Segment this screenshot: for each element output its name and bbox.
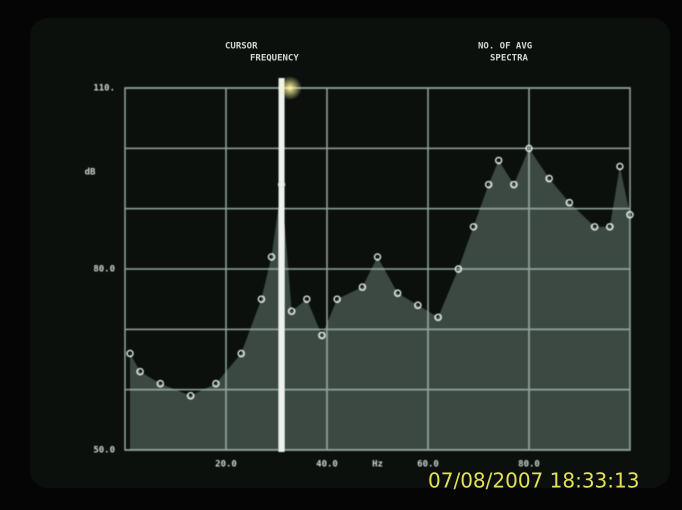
x-tick-label: 80.0 <box>518 460 540 470</box>
x-unit-label: Hz <box>372 460 383 470</box>
y-tick-label: 80.0 <box>93 265 115 275</box>
trace-point <box>267 253 276 261</box>
trace-point <box>469 223 478 231</box>
trace-point <box>257 295 266 303</box>
trace-point <box>545 174 553 183</box>
cursor-line <box>278 78 285 452</box>
trace-point <box>525 144 533 153</box>
trace-point <box>484 180 493 189</box>
trace-point <box>510 180 518 189</box>
trace-point <box>606 223 614 231</box>
trace-point <box>277 180 286 189</box>
trace-point <box>414 301 422 309</box>
light-glare <box>278 76 302 100</box>
trace-point <box>333 295 341 303</box>
x-tick-label: 20.0 <box>215 460 237 470</box>
trace-point <box>454 265 462 273</box>
y-tick-label: 110. <box>93 84 115 94</box>
header-averages: NO. OF AVG <box>478 42 532 52</box>
trace-point <box>186 392 195 400</box>
trace-point <box>212 379 220 388</box>
trace-point <box>373 253 382 261</box>
trace-point <box>156 379 165 388</box>
trace-point <box>616 162 624 171</box>
trace-point <box>287 307 296 315</box>
y-tick-label: 50.0 <box>93 446 115 456</box>
trace-point <box>237 349 245 358</box>
trace-point <box>565 198 574 207</box>
trace-point <box>303 295 311 303</box>
plot: 50.0 80.0 110. 20.0 40.0 60.0 80.0 dB Hz <box>85 78 634 470</box>
trace-point <box>590 223 599 231</box>
trace-point <box>434 313 442 321</box>
x-tick-label: 40.0 <box>316 460 338 470</box>
trace-point <box>495 156 503 165</box>
trace-point <box>318 331 326 340</box>
header-cursor: CURSOR <box>225 42 258 52</box>
trace-point <box>136 367 144 376</box>
trace-area <box>130 148 631 451</box>
trace-point <box>626 210 634 219</box>
timestamp: 07/08/2007 18:33:13 <box>428 469 639 493</box>
header-frequency: FREQUENCY <box>250 54 299 64</box>
trace-point <box>358 283 367 291</box>
trace-point <box>126 349 134 358</box>
trace-point <box>394 289 402 297</box>
x-tick-label: 60.0 <box>417 460 439 470</box>
header-spectra: SPECTRA <box>490 54 529 64</box>
y-axis-label: dB <box>85 168 96 178</box>
